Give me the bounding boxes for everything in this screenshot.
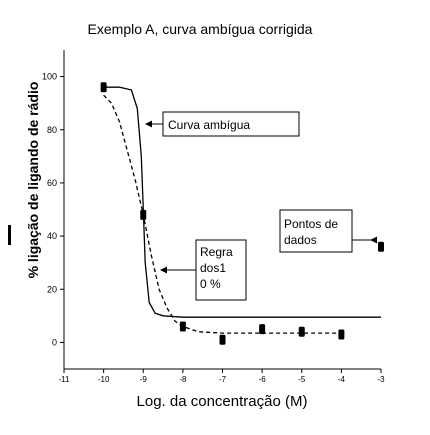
y-tick-label: 100 [42,72,57,82]
y-tick-label: 80 [47,125,57,135]
x-tick-label: -7 [219,375,227,384]
x-tick-label: -5 [298,375,306,384]
annotation-arrow-rule-head [160,266,167,274]
x-tick-label: -9 [140,375,148,384]
x-tick-label: -4 [338,375,346,384]
annotation-box-rule [195,239,247,301]
data-point [219,334,226,345]
annotation-rule-line: 0 % [200,277,221,291]
data-point [100,82,107,93]
point-layer [100,82,384,345]
series-layer [103,86,381,334]
dashed-fit-line [103,94,342,334]
y-tick-label: 20 [47,284,57,294]
annotation-arrow-ambiguous-head [145,120,152,128]
annotation-box-points [279,209,353,253]
chart-title: Exemplo A, curva ambígua corrigida [88,21,313,37]
solid-fit-line [103,86,381,318]
y-tick-label: 0 [52,337,57,347]
annotation-box-ambiguous [162,111,300,137]
x-tick-label: -10 [98,375,110,384]
annotation-ambiguous-curve: Curva ambígua [168,118,250,132]
y-axis-label: % ligação de ligando de rádio [25,82,41,279]
left-edge-mark [8,225,11,245]
x-tick-label: -8 [179,375,187,384]
annotation-rule-line: dos1 [200,261,226,275]
annotation-points-line: Pontos de [284,217,338,231]
x-axis-label: Log. da concentração (M) [137,393,308,410]
annotation-layer: Curva ambígua Regra dos1 0 % Pontos de dados [145,111,377,301]
data-point [298,326,305,337]
data-point [378,241,384,252]
x-tick-label: -3 [377,375,385,384]
data-point [179,321,186,332]
y-tick-label: 60 [47,178,57,188]
annotation-points-line: dados [284,233,317,247]
x-tick-label: -6 [259,375,267,384]
data-point [140,209,147,220]
annotation-arrow-points-head [370,236,377,244]
x-tick-label: -11 [59,375,71,384]
annotation-rule-line: Regra [200,245,233,259]
data-point [338,329,345,340]
data-point [259,324,266,335]
y-tick-label: 40 [47,231,57,241]
chart-frame: -11 -10 -9 -8 -7 -6 -5 -4 -3 0 20 40 60 80 100 [8,50,385,384]
